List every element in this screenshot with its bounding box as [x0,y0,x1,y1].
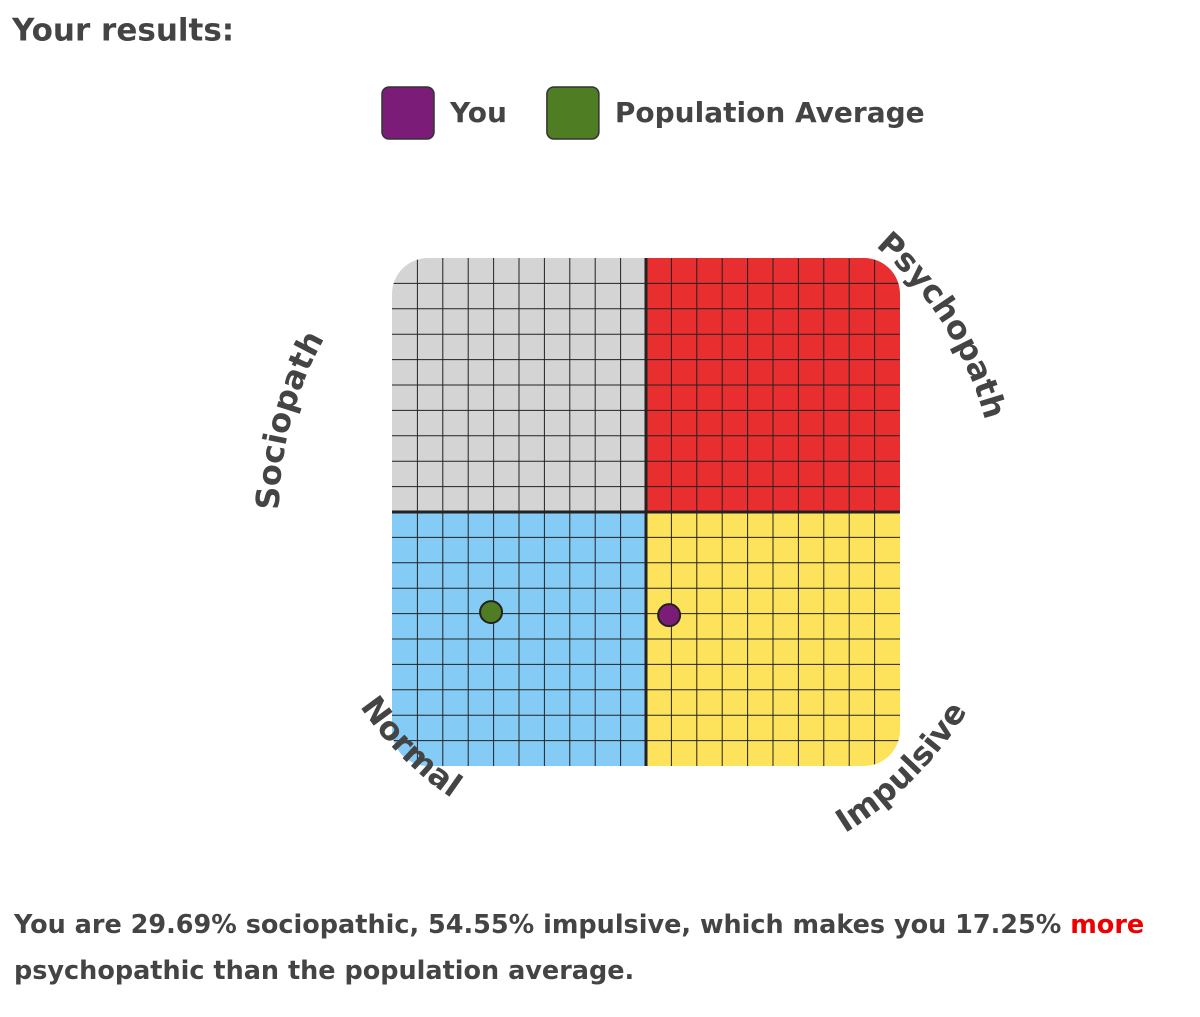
quadrant-label-path: Sociopath [249,324,332,510]
legend-swatch [381,86,435,140]
summary-text: You are 29.69% sociopathic, 54.55% impul… [14,910,1062,940]
page-title: Your results: [11,13,234,49]
legend-swatch [546,86,600,140]
data-point [479,600,504,625]
summary-emphasis: more [1070,910,1145,940]
data-point [657,603,682,628]
legend-label: You [449,96,507,129]
chart: Your results: You Population Average Soci… [11,13,1014,841]
summary: You are 29.69% sociopathic, 54.55% impul… [14,902,1200,994]
summary-text: psychopathic than the population average… [14,956,635,986]
legend-label: Population Average [615,96,925,129]
quadrant-label: Sociopath [249,324,332,510]
